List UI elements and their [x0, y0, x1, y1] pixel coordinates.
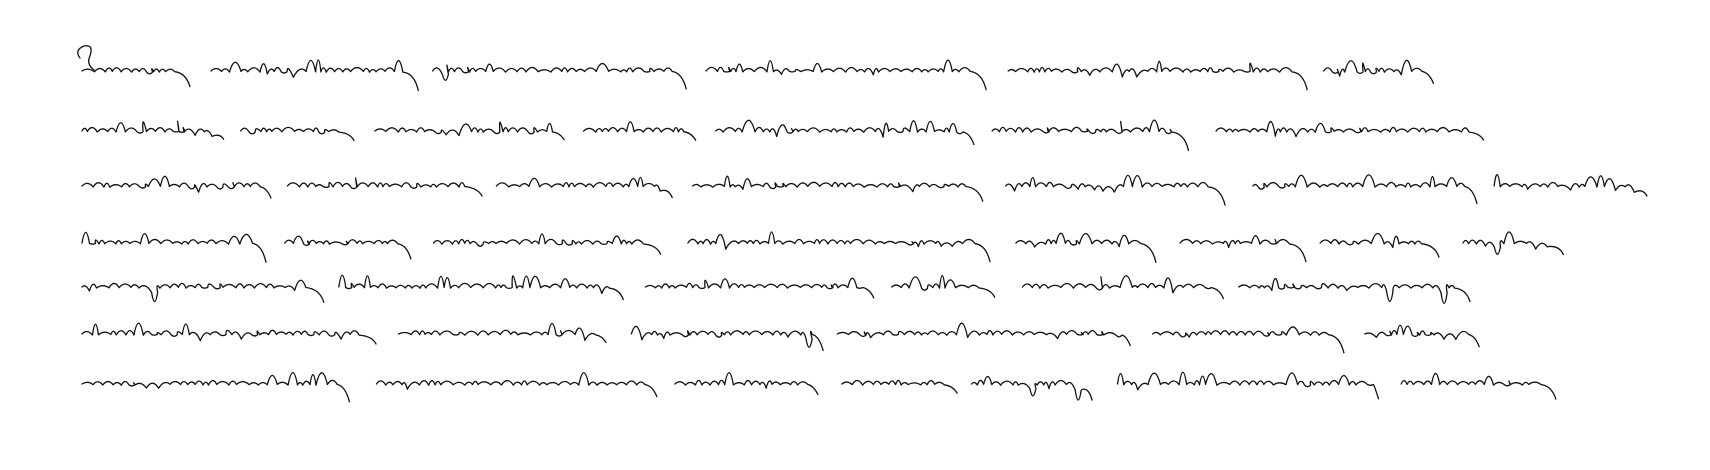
- ink-stroke: [81, 322, 377, 345]
- ink-stroke: [1400, 372, 1557, 400]
- ink-stroke: [81, 175, 272, 199]
- ink-stroke: [691, 175, 984, 202]
- ink-stroke: [1152, 326, 1345, 354]
- ink-stroke: [674, 372, 819, 396]
- ink-stroke: [687, 231, 991, 263]
- ink-stroke: [240, 126, 355, 142]
- ink-stroke: [1462, 231, 1564, 256]
- ink-stroke: [991, 119, 1190, 152]
- ink-stroke: [1319, 232, 1440, 258]
- ink-stroke: [1252, 174, 1478, 205]
- ink-stroke: [1238, 277, 1471, 304]
- ink-stroke: [1364, 324, 1480, 348]
- ink-stroke: [286, 177, 483, 197]
- ink-stroke: [375, 372, 658, 398]
- ink-stroke: [397, 322, 607, 344]
- ink-stroke: [1215, 121, 1485, 141]
- ink-stroke: [841, 379, 958, 394]
- ink-stroke: [210, 59, 419, 92]
- ink-stroke: [431, 62, 687, 90]
- ink-stroke: [1179, 235, 1307, 263]
- ink-stroke: [1493, 174, 1648, 197]
- ink-stroke: [705, 59, 987, 91]
- ink-stroke: [338, 274, 624, 301]
- ink-stroke: [644, 277, 875, 299]
- ink-stroke: [495, 176, 673, 199]
- ink-stroke: [1007, 60, 1308, 91]
- head-mark: [77, 45, 95, 71]
- ink-stroke: [836, 322, 1131, 347]
- ink-stroke: [284, 235, 412, 260]
- ink-stroke: [630, 325, 824, 352]
- ink-stroke: [81, 371, 351, 403]
- ink-stroke: [1323, 59, 1435, 85]
- ink-stroke: [582, 121, 697, 141]
- ink-stroke: [1116, 371, 1380, 400]
- ink-stroke: [1015, 232, 1157, 263]
- handwriting: [77, 45, 1648, 403]
- ink-stroke: [81, 67, 191, 88]
- ink-stroke: [1004, 174, 1226, 206]
- ink-stroke: [715, 119, 975, 146]
- ink-stroke: [81, 279, 325, 303]
- ink-stroke: [81, 231, 267, 263]
- ink-stroke: [81, 120, 225, 140]
- ink-stroke: [432, 233, 662, 255]
- ink-stroke: [891, 274, 996, 298]
- ink-stroke: [970, 375, 1093, 401]
- ink-stroke: [374, 121, 565, 141]
- ink-stroke: [1021, 275, 1225, 300]
